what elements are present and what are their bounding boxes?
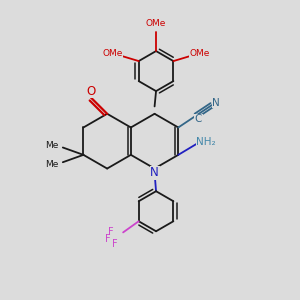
Text: OMe: OMe <box>146 19 166 28</box>
Text: O: O <box>86 85 96 98</box>
Text: Me: Me <box>45 141 58 150</box>
Text: F: F <box>105 233 110 244</box>
Text: N: N <box>150 167 159 179</box>
Text: F: F <box>112 238 118 248</box>
Text: F: F <box>108 227 113 237</box>
Text: OMe: OMe <box>189 49 210 58</box>
Text: Me: Me <box>45 160 58 169</box>
Text: N: N <box>212 98 220 108</box>
Text: OMe: OMe <box>102 49 123 58</box>
Text: C: C <box>195 114 202 124</box>
Text: NH₂: NH₂ <box>196 136 216 147</box>
